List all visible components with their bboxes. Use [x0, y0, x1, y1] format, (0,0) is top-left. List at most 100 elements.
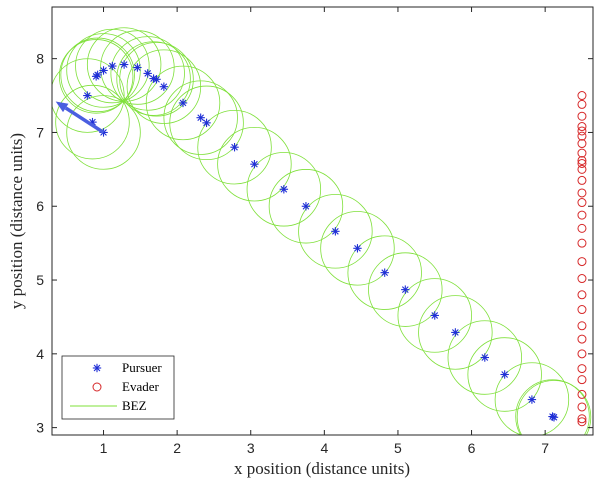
evader-point — [577, 389, 587, 399]
pursuer-point — [451, 328, 460, 337]
pursuer-point — [250, 159, 259, 169]
pursuer-point — [93, 70, 102, 80]
evader-point — [577, 91, 587, 101]
bez-circle — [52, 58, 125, 133]
evader-point — [577, 155, 587, 165]
pursuer-point — [527, 395, 537, 404]
evader-point — [577, 122, 587, 132]
bez-circle — [347, 235, 422, 310]
pursuer-point — [83, 91, 92, 100]
legend-label-pursuer: Pursuer — [122, 360, 162, 375]
pursuer-point — [500, 370, 509, 379]
bez-circle — [145, 65, 221, 141]
pursuer-point — [279, 185, 289, 194]
legend-item-bez: BEZ — [70, 398, 147, 413]
legend: Pursuer Evader BEZ — [61, 355, 175, 420]
bez-circle — [66, 95, 141, 170]
bez-circle — [116, 41, 191, 116]
evader-point — [577, 334, 587, 344]
pursuer-point — [430, 311, 439, 320]
evader-point — [577, 148, 587, 158]
pursuer-point — [152, 75, 161, 84]
pursuer-markers — [83, 60, 559, 422]
evader-point — [577, 198, 587, 208]
x-tick-label: 1 — [100, 440, 108, 456]
evader-point — [577, 139, 587, 149]
evader-point — [577, 238, 587, 248]
legend-label-bez: BEZ — [122, 398, 147, 413]
pursuer-point — [202, 118, 211, 128]
legend-pursuer-symbol — [92, 363, 102, 373]
evader-point — [577, 375, 587, 385]
evader-point — [577, 305, 587, 315]
evader-point — [577, 274, 587, 284]
bez-circle — [60, 37, 135, 113]
bez-circle — [197, 110, 272, 185]
bez-circle — [75, 28, 150, 104]
evader-point — [577, 126, 587, 136]
pursuer-point — [401, 285, 410, 294]
bez-circle — [494, 362, 570, 435]
bez-circle — [110, 36, 185, 111]
bez-circle — [515, 379, 590, 435]
evader-point — [577, 364, 587, 374]
bez-circle — [397, 278, 472, 353]
bez-circle — [368, 252, 443, 327]
pursuer-point — [331, 227, 340, 236]
x-axis-label: x position (distance units) — [234, 459, 410, 478]
legend-pursuer-asterisk — [92, 363, 102, 373]
bez-circle — [320, 211, 395, 286]
x-tick-label: 7 — [541, 440, 549, 456]
x-tick-label: 2 — [173, 440, 181, 456]
y-tick-label: 3 — [36, 420, 44, 436]
pursuer-point — [119, 60, 129, 69]
pursuer-point — [380, 268, 389, 277]
legend-evader-symbol — [92, 382, 102, 392]
evader-point — [577, 290, 587, 300]
heading-arrow-head — [55, 101, 69, 113]
x-axis-ticks: 1 2 3 4 5 6 7 — [100, 7, 549, 456]
bez-circle — [217, 126, 292, 202]
evader-point — [577, 158, 587, 168]
evader-point — [577, 210, 587, 220]
evader-point — [577, 99, 587, 109]
bez-circle — [516, 380, 592, 435]
x-tick-label: 3 — [247, 440, 255, 456]
heading-arrow-shaft — [64, 106, 105, 134]
bez-circle — [58, 39, 134, 114]
legend-box — [61, 355, 175, 420]
evader-point — [577, 414, 587, 424]
pursuer-point — [230, 143, 239, 152]
x-tick-label: 4 — [320, 440, 328, 456]
evader-point — [577, 417, 587, 427]
x-tick-label: 5 — [394, 440, 402, 456]
pursuer-point — [178, 98, 188, 108]
bez-circle — [169, 85, 244, 161]
evader-point — [577, 111, 587, 121]
pursuer-point — [99, 66, 108, 75]
bez-circle — [268, 169, 344, 244]
pursuer-point — [143, 69, 152, 78]
pursuer-point — [196, 113, 205, 122]
legend-label-evader: Evader — [122, 379, 159, 394]
bez-circle — [447, 320, 523, 395]
evader-point — [577, 257, 587, 267]
bez-circle — [119, 42, 194, 117]
bez-circle — [418, 295, 493, 370]
evader-point — [577, 131, 587, 141]
pursuer-point — [353, 244, 362, 253]
evader-point — [577, 223, 587, 233]
bez-circle — [467, 337, 542, 412]
y-tick-label: 8 — [36, 51, 44, 67]
evader-point — [577, 175, 587, 185]
axes-box — [51, 6, 594, 436]
evader-point — [577, 402, 587, 412]
pursuer-point — [480, 353, 489, 362]
evader-point — [577, 164, 587, 174]
y-axis-label: y position (distance units) — [7, 133, 26, 309]
legend-item-evader: Evader — [92, 379, 159, 394]
evader-markers — [577, 91, 587, 427]
pursuer-point — [301, 202, 311, 211]
heading-arrow — [55, 101, 105, 134]
